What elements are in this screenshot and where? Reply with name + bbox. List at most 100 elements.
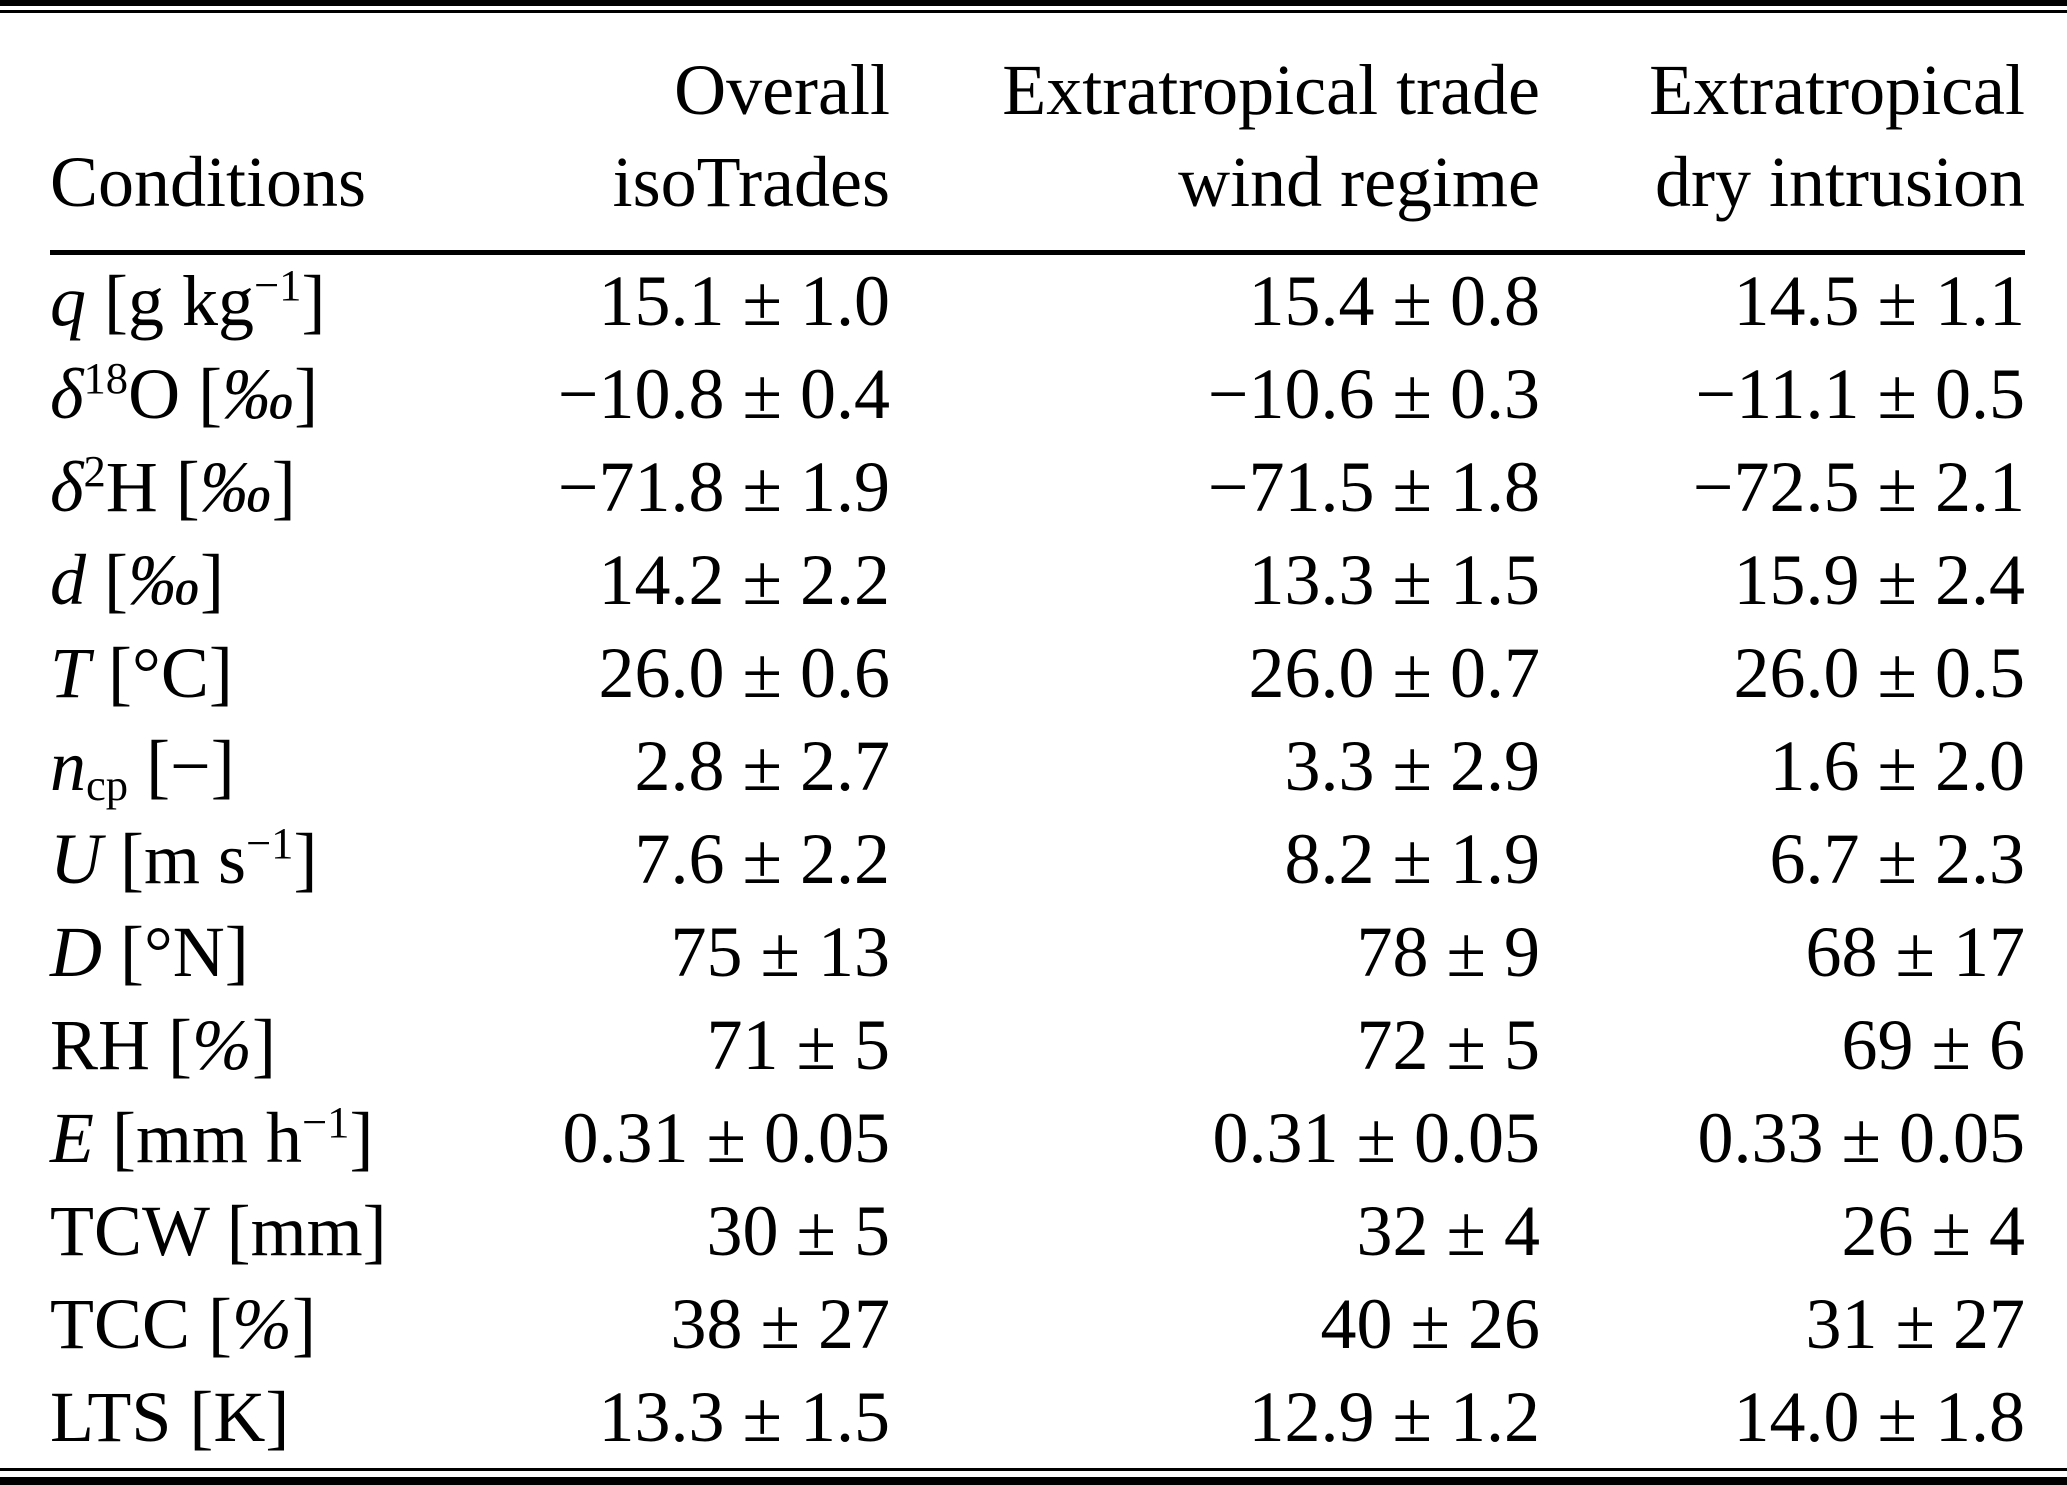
condition-unit-symbol: % (192, 1005, 252, 1085)
condition-symbol: E (50, 1098, 94, 1178)
value-cell-trade: 15.4 ± 0.8 (1248, 261, 1540, 341)
value-cell-trade: 78 ± 9 (1356, 912, 1540, 992)
condition-cell: δ18O [‰] (50, 348, 530, 441)
value-cell-dry: 15.9 ± 2.4 (1733, 540, 2025, 620)
condition-sup: 18 (83, 353, 129, 404)
condition-unit: [g kg (86, 261, 254, 341)
condition-symbol: TCC (50, 1284, 191, 1364)
value-cell-trade: 13.3 ± 1.5 (1248, 540, 1540, 620)
value-cell-overall: 30 ± 5 (706, 1191, 890, 1271)
condition-symbol: RH (50, 1005, 151, 1085)
value-cell-overall: 2.8 ± 2.7 (634, 726, 890, 806)
condition-unit-close: ] (301, 261, 326, 341)
condition-symbol: LTS (50, 1377, 172, 1457)
conditions-table: Conditions Overall isoTrades Extratropic… (50, 8, 2025, 1464)
table-row-LTS: LTS [K] 13.3 ± 1.5 12.9 ± 1.2 14.0 ± 1.8 (50, 1371, 2025, 1464)
condition-unit: [−] (128, 726, 235, 806)
table-row-d2H: δ2H [‰] −71.8 ± 1.9 −71.5 ± 1.8 −72.5 ± … (50, 441, 2025, 534)
value-cell-dry: 14.0 ± 1.8 (1733, 1377, 2025, 1457)
condition-sub: cp (86, 759, 129, 810)
header-overall-isotrades: Overall isoTrades (530, 8, 890, 255)
header-dry-intrusion: Extratropical dry intrusion (1540, 8, 2025, 255)
condition-unit-close: ] (294, 354, 319, 434)
table-row-U: U [m s−1] 7.6 ± 2.2 8.2 ± 1.9 6.7 ± 2.3 (50, 813, 2025, 906)
value-cell-dry: 69 ± 6 (1841, 1005, 2025, 1085)
condition-symbol: d (50, 540, 86, 620)
value-cell-overall: −10.8 ± 0.4 (557, 354, 890, 434)
value-cell-trade: 8.2 ± 1.9 (1284, 819, 1540, 899)
condition-symbol: T (50, 633, 91, 713)
condition-unit: [m s (102, 819, 246, 899)
value-cell-overall: 0.31 ± 0.05 (562, 1098, 890, 1178)
condition-sup: 2 (83, 446, 106, 497)
table-row-d-excess: d [‰] 14.2 ± 2.2 13.3 ± 1.5 15.9 ± 2.4 (50, 534, 2025, 627)
condition-cell: d [‰] (50, 534, 530, 627)
condition-cell: δ2H [‰] (50, 441, 530, 534)
header-overall-line2: isoTrades (612, 142, 890, 222)
value-cell-trade: 32 ± 4 (1356, 1191, 1540, 1271)
condition-unit-close: ] (252, 1005, 276, 1085)
condition-cell: E [mm h−1] (50, 1092, 530, 1185)
header-conditions: Conditions (50, 8, 530, 255)
condition-cell: T [°C] (50, 627, 530, 720)
value-cell-trade: 0.31 ± 0.05 (1212, 1098, 1540, 1178)
condition-cell: RH [%] (50, 999, 530, 1092)
value-cell-dry: −11.1 ± 0.5 (1695, 354, 2025, 434)
value-cell-trade: 72 ± 5 (1356, 1005, 1540, 1085)
value-cell-overall: 15.1 ± 1.0 (598, 261, 890, 341)
value-cell-dry: 6.7 ± 2.3 (1769, 819, 2025, 899)
condition-symbol: δ (50, 447, 84, 527)
header-trade-line1: Extratropical trade (1002, 50, 1540, 130)
table-bottom-rule-thin (0, 1468, 2067, 1471)
condition-unit: O [ (128, 354, 223, 434)
condition-symbol: δ (50, 354, 84, 434)
value-cell-trade: −71.5 ± 1.8 (1207, 447, 1540, 527)
condition-unit-close: ] (293, 819, 318, 899)
condition-unit: [K] (171, 1377, 290, 1457)
header-dry-line2: dry intrusion (1655, 142, 2025, 222)
value-cell-dry: 1.6 ± 2.0 (1769, 726, 2025, 806)
condition-unit: [ (150, 1005, 193, 1085)
condition-cell: U [m s−1] (50, 813, 530, 906)
header-overall-line1: Overall (674, 50, 890, 130)
header-trade-line2: wind regime (1178, 142, 1540, 222)
table-row-RH: RH [%] 71 ± 5 72 ± 5 69 ± 6 (50, 999, 2025, 1092)
value-cell-overall: 75 ± 13 (670, 912, 890, 992)
header-dry-line1: Extratropical (1649, 50, 2025, 130)
value-cell-overall: −71.8 ± 1.9 (557, 447, 890, 527)
condition-cell: TCC [%] (50, 1278, 530, 1371)
condition-unit-close: ] (292, 1284, 316, 1364)
condition-unit: [mm h (93, 1098, 302, 1178)
condition-symbol: TCW (50, 1191, 209, 1271)
condition-cell: q [g kg−1] (50, 253, 530, 349)
header-trade-wind-regime: Extratropical trade wind regime (890, 8, 1540, 255)
table-row-ncp: ncp [−] 2.8 ± 2.7 3.3 ± 2.9 1.6 ± 2.0 (50, 720, 2025, 813)
condition-unit: [°C] (90, 633, 233, 713)
table-header: Conditions Overall isoTrades Extratropic… (50, 8, 2025, 255)
table-body: q [g kg−1] 15.1 ± 1.0 15.4 ± 0.8 14.5 ± … (50, 253, 2025, 1465)
value-cell-overall: 13.3 ± 1.5 (598, 1377, 890, 1457)
condition-unit-sup: −1 (301, 1097, 350, 1148)
value-cell-trade: 3.3 ± 2.9 (1284, 726, 1540, 806)
table-row-q: q [g kg−1] 15.1 ± 1.0 15.4 ± 0.8 14.5 ± … (50, 253, 2025, 349)
table-row-T: T [°C] 26.0 ± 0.6 26.0 ± 0.7 26.0 ± 0.5 (50, 627, 2025, 720)
header-conditions-label: Conditions (50, 142, 367, 222)
condition-unit-symbol: ‰ (199, 447, 272, 527)
condition-cell: D [°N] (50, 906, 530, 999)
value-cell-dry: 26 ± 4 (1841, 1191, 2025, 1271)
condition-unit: [ (190, 1284, 233, 1364)
value-cell-dry: 0.33 ± 0.05 (1697, 1098, 2025, 1178)
value-cell-overall: 38 ± 27 (670, 1284, 890, 1364)
value-cell-trade: −10.6 ± 0.3 (1207, 354, 1540, 434)
condition-symbol: q (50, 261, 86, 341)
table-row-D: D [°N] 75 ± 13 78 ± 9 68 ± 17 (50, 906, 2025, 999)
condition-symbol: n (50, 726, 86, 806)
table-top-rule-thick (0, 0, 2067, 6)
value-cell-overall: 14.2 ± 2.2 (598, 540, 890, 620)
condition-symbol: D (50, 912, 102, 992)
value-cell-overall: 71 ± 5 (706, 1005, 890, 1085)
condition-unit-symbol: ‰ (127, 540, 200, 620)
table-row-TCW: TCW [mm] 30 ± 5 32 ± 4 26 ± 4 (50, 1185, 2025, 1278)
value-cell-trade: 26.0 ± 0.7 (1248, 633, 1540, 713)
